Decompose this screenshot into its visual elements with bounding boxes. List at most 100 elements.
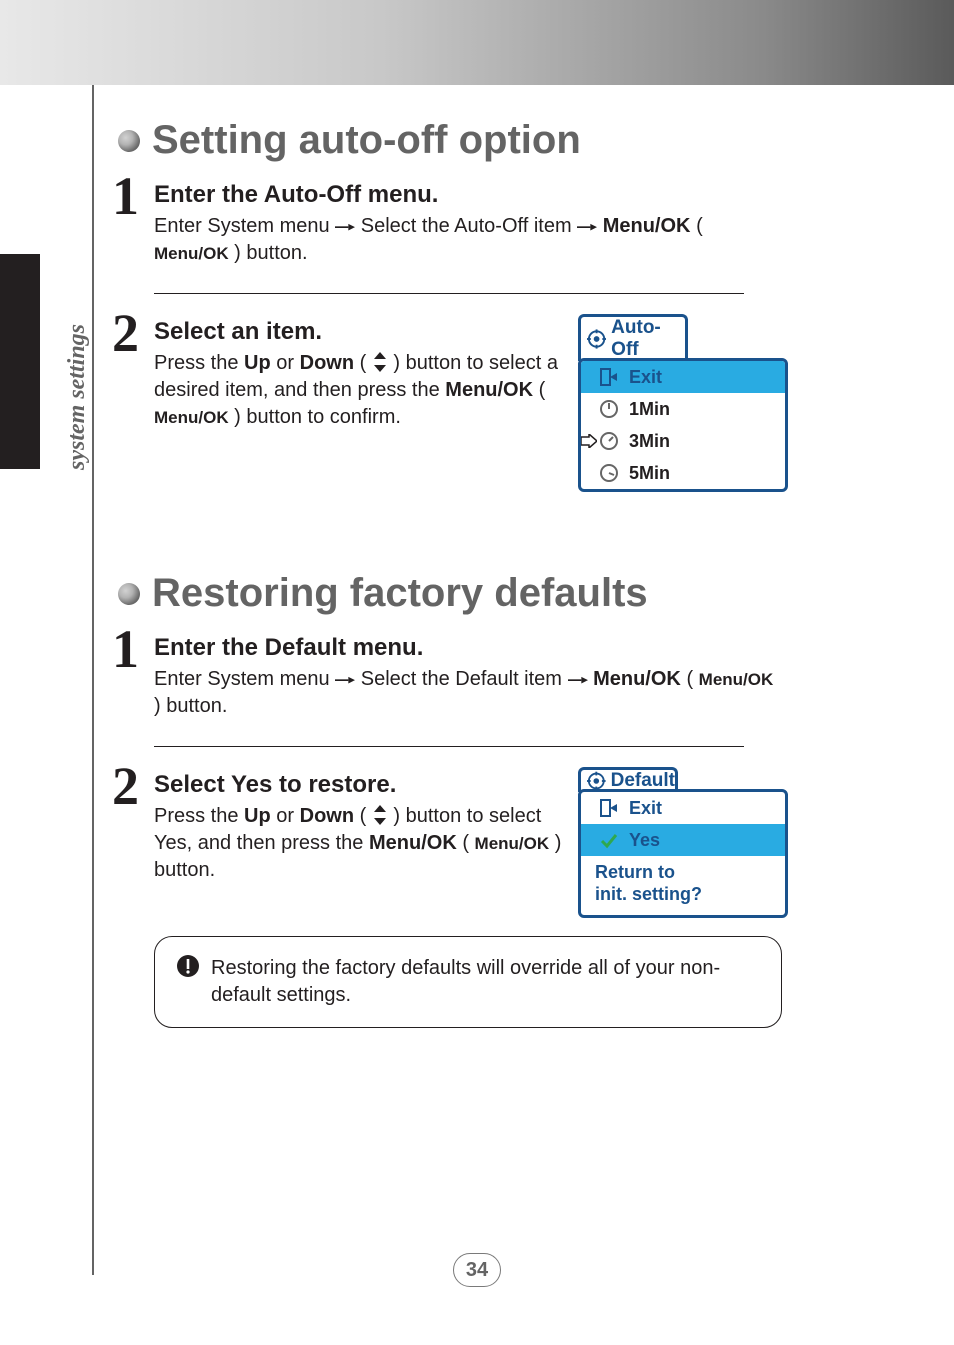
msg-line2: init. setting?: [595, 884, 771, 906]
content-area: Setting auto-off option 1 Enter the Auto…: [118, 118, 903, 1028]
screen-body: Exit Yes Return to init. setting?: [578, 789, 788, 918]
step2-body: Press the Up or Down ( ) button to selec…: [154, 803, 584, 884]
row-label: Exit: [629, 798, 662, 819]
screen-tab: Auto-Off: [578, 314, 688, 361]
exit-icon: [599, 367, 619, 387]
check-icon: [599, 830, 619, 850]
section1-title: Setting auto-off option: [152, 118, 581, 163]
section1-heading: Setting auto-off option: [118, 118, 903, 163]
section2-heading: Restoring factory defaults: [118, 571, 903, 616]
paren-open: (: [360, 805, 372, 827]
updown-icon: [372, 352, 388, 372]
manual-page: system settings Setting auto-off option …: [0, 0, 954, 1345]
msg-line1: Return to: [595, 862, 771, 884]
paren-close: ): [229, 406, 241, 428]
autooff-screen: Auto-Off Exit 1Min 3Min: [578, 314, 788, 492]
row-label: 1Min: [629, 399, 670, 420]
step1-text-c: button.: [246, 242, 307, 264]
paren-close: ): [388, 352, 400, 374]
alert-icon: [177, 955, 199, 977]
vertical-divider: [92, 85, 94, 1275]
arrow-right-icon: [577, 223, 597, 231]
menuok-button-icon: Menu/OK: [154, 244, 229, 263]
row-label: Exit: [629, 367, 662, 388]
row-label: 5Min: [629, 463, 670, 484]
step-number: 2: [112, 759, 139, 813]
paren-open: (: [360, 352, 372, 374]
screen-tab: Default: [578, 767, 678, 792]
step-number: 1: [112, 622, 139, 676]
menuok-button-icon: Menu/OK: [699, 670, 774, 689]
row-label: Yes: [629, 830, 660, 851]
down-label: Down: [300, 805, 354, 827]
top-gradient-bar: [0, 0, 954, 85]
step2-title: Select Yes to restore.: [154, 771, 903, 799]
screen-row-yes: Yes: [581, 824, 785, 856]
up-label: Up: [244, 352, 271, 374]
step2-title: Select an item.: [154, 318, 903, 346]
screen-tab-label: Default: [611, 770, 675, 792]
menuok-label: Menu/OK: [593, 668, 681, 690]
arrow-right-icon: [568, 676, 588, 684]
step1-body: Enter System menu Select the Auto-Off it…: [154, 213, 774, 267]
paren-open: (: [686, 668, 698, 690]
arrow-right-icon: [335, 676, 355, 684]
page-number: 34: [453, 1253, 501, 1287]
t2: or: [271, 352, 300, 374]
bullet-icon: [118, 130, 140, 152]
t: button.: [166, 695, 227, 717]
screen-row-3min: 3Min: [581, 425, 785, 457]
section2: Restoring factory defaults 1 Enter the D…: [118, 571, 903, 1028]
t: Press the: [154, 805, 244, 827]
section2-title: Restoring factory defaults: [152, 571, 648, 616]
sidebar-section-label: system settings: [64, 324, 91, 470]
paren-open: (: [462, 832, 474, 854]
screen-message: Return to init. setting?: [581, 856, 785, 915]
left-black-tab: [0, 254, 40, 469]
t4: button to confirm.: [246, 406, 401, 428]
default-screen: Default Exit Yes Return to: [578, 767, 788, 918]
menuok-label: Menu/OK: [445, 379, 533, 401]
timer-icon: [599, 463, 619, 483]
t: button.: [154, 859, 215, 881]
menuok-button-icon: Menu/OK: [475, 834, 550, 853]
t: Select the Default item: [361, 668, 568, 690]
menuok-label: Menu/OK: [603, 215, 691, 237]
row-label: 3Min: [629, 431, 670, 452]
paren-close: ): [388, 805, 400, 827]
step2-body: Press the Up or Down ( ) button to selec…: [154, 350, 584, 431]
t: Enter System menu: [154, 668, 335, 690]
arrow-right-icon: [335, 223, 355, 231]
step-number: 2: [112, 306, 139, 360]
note-text: Restoring the factory defaults will over…: [211, 957, 720, 1006]
menuok-label: Menu/OK: [369, 832, 457, 854]
step1-text-b: Select the Auto-Off item: [361, 215, 577, 237]
updown-icon: [372, 805, 388, 825]
section2-step1: 1 Enter the Default menu. Enter System m…: [118, 634, 903, 720]
down-label: Down: [300, 352, 354, 374]
timer-icon: [599, 431, 619, 451]
bullet-icon: [118, 583, 140, 605]
screen-tab-label: Auto-Off: [611, 317, 685, 361]
screen-row-exit: Exit: [581, 361, 785, 393]
step1-title: Enter the Auto-Off menu.: [154, 181, 903, 209]
screen-row-exit: Exit: [581, 792, 785, 824]
timer-icon: [599, 399, 619, 419]
paren-close: ): [549, 832, 561, 854]
screen-row-1min: 1Min: [581, 393, 785, 425]
exit-icon: [599, 798, 619, 818]
step1-title: Enter the Default menu.: [154, 634, 903, 662]
step1-text-a: Enter System menu: [154, 215, 335, 237]
section1-step1: 1 Enter the Auto-Off menu. Enter System …: [118, 181, 903, 267]
pointer-icon: [581, 434, 597, 448]
gear-icon: [587, 771, 606, 791]
menuok-button-icon: Menu/OK: [154, 408, 229, 427]
step1-body: Enter System menu Select the Default ite…: [154, 666, 774, 720]
screen-body: Exit 1Min 3Min 5Min: [578, 358, 788, 492]
step-divider: [154, 293, 744, 294]
t1: Press the: [154, 352, 244, 374]
up-label: Up: [244, 805, 271, 827]
screen-row-5min: 5Min: [581, 457, 785, 489]
warning-note: Restoring the factory defaults will over…: [154, 936, 782, 1028]
paren-open: (: [696, 215, 703, 237]
